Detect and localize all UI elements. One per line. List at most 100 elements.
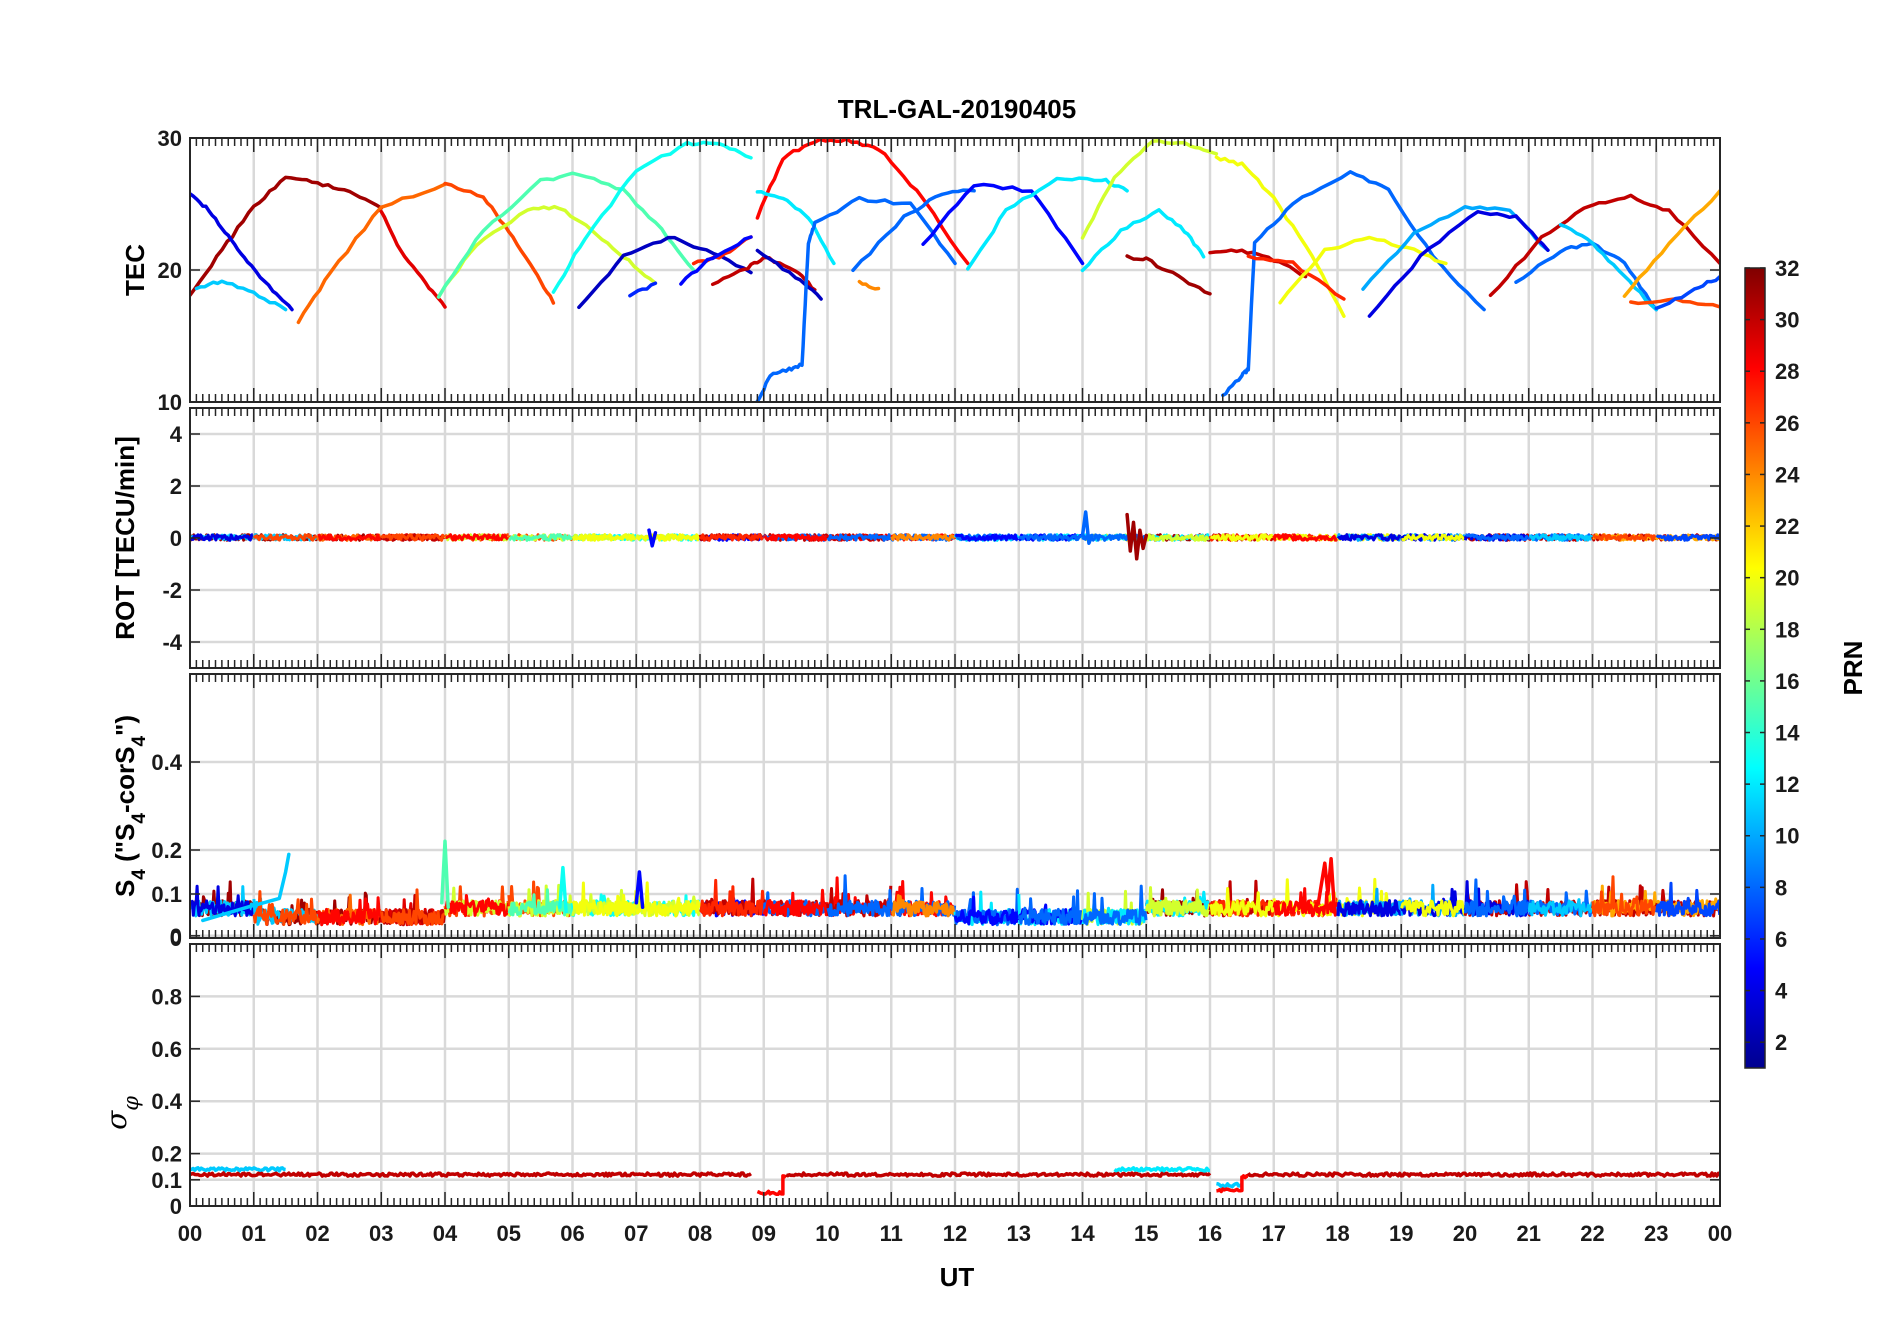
x-tick-label: 01: [242, 1221, 266, 1246]
series-tec-prn-26: [443, 181, 556, 305]
x-tick-label: 16: [1198, 1221, 1222, 1246]
y-tick-label: 0.4: [151, 750, 182, 775]
series-tec-prn-11: [1558, 223, 1659, 312]
series-tec-prn-25: [296, 182, 447, 325]
series-noise-prn-8: [1465, 533, 1529, 542]
series-noise-prn-27: [699, 533, 765, 542]
series-tec-prn-30: [710, 255, 817, 292]
series-tec-prn-31: [190, 175, 384, 297]
series-noise-prn-28: [762, 888, 829, 918]
x-tick-label: 19: [1389, 1221, 1413, 1246]
series-noise-prn-26: [1592, 533, 1657, 542]
series-noise-prn-20: [635, 533, 701, 542]
colorbar-tick-label: 28: [1775, 359, 1799, 384]
colorbar-tick-label: 30: [1775, 308, 1799, 333]
series-noise-prn-26: [252, 890, 318, 926]
series-tec-prn-24: [857, 279, 881, 291]
series-noise-prn-27: [699, 878, 765, 918]
y-tick-label: 0: [170, 924, 182, 949]
colorbar-tick-label: 26: [1775, 411, 1799, 436]
x-tick-label: 02: [305, 1221, 329, 1246]
series-noise-prn-20: [1400, 899, 1467, 918]
series-noise-prn-5: [953, 895, 1020, 926]
x-tick-label: 11: [880, 1221, 903, 1246]
series-noise-prn-7: [1655, 533, 1720, 542]
y-tick-label: -4: [162, 630, 182, 655]
series-tec-prn-8: [851, 188, 976, 273]
series-tec-prn-30: [1488, 193, 1720, 298]
series-noise-prn-28: [317, 533, 382, 542]
panel-1: 10 20 30 TEC: [120, 126, 1721, 415]
colorbar-tick-label: 22: [1775, 514, 1799, 539]
series-noise-prn-8: [826, 874, 893, 918]
series-noise-prn-20: [1210, 533, 1275, 542]
series-tec-prn-8: [755, 195, 957, 402]
x-tick-label: 14: [1070, 1221, 1095, 1246]
series-noise-prn-20: [571, 881, 638, 918]
x-tick-label: 05: [497, 1221, 521, 1246]
series-tec-prn-5: [921, 182, 1085, 266]
colorbar-tick-label: 8: [1775, 875, 1787, 900]
spike-prn-31: [1125, 512, 1149, 561]
spike-prn-5: [634, 870, 645, 909]
series-tec-prn-20: [1214, 155, 1346, 318]
y-tick-label: 0.1: [151, 882, 182, 907]
series-tec-prn-13: [551, 140, 753, 294]
series-sigma-prn-11: [190, 1166, 286, 1173]
series-noise-prn-20: [1209, 887, 1275, 918]
colorbar-tick-label: 2: [1775, 1030, 1787, 1055]
series-tec-prn-12: [1080, 208, 1206, 273]
series-tec-prn-5: [679, 235, 753, 286]
series-sigma-prn-11: [1216, 1181, 1244, 1189]
colorbar-tick-label: 6: [1775, 927, 1787, 952]
series-noise-prn-4: [190, 533, 254, 542]
x-tick-label: 00: [1708, 1221, 1732, 1246]
spike-prn-8: [1080, 510, 1094, 545]
y-tick-label: 2: [170, 474, 182, 499]
series-sigma-prn-30: [785, 1171, 1212, 1178]
series-tec-prn-8: [1221, 170, 1486, 398]
y-tick-label: 20: [158, 258, 182, 283]
series-noise-prn-8: [1527, 533, 1592, 542]
spike-prn-11: [201, 852, 291, 923]
series-noise-prn-26: [1591, 875, 1658, 918]
x-tick-label: 23: [1644, 1221, 1668, 1246]
series-noise-prn-8: [826, 533, 892, 542]
series-tec-prn-29: [379, 209, 447, 309]
series-noise-prn-19: [1145, 886, 1212, 918]
series-noise-prn-26: [252, 533, 318, 542]
series-group: [190, 138, 1720, 402]
series-noise-prn-4: [1336, 899, 1402, 918]
x-tick-label: 21: [1517, 1221, 1541, 1246]
series-noise-prn-15: [508, 533, 573, 542]
series-noise-prn-28: [445, 533, 509, 542]
series-noise-prn-11: [1528, 533, 1594, 542]
x-tick-label: 12: [943, 1221, 967, 1246]
series-noise-prn-19: [1145, 533, 1210, 542]
y-tick-label: 10: [158, 390, 182, 415]
spike-prn-13: [558, 865, 568, 914]
series-noise-prn-8: [1018, 533, 1083, 542]
colorbar-title: PRN: [1838, 641, 1868, 696]
series-noise-prn-20: [572, 533, 636, 542]
series-sigma-prn-30: [1246, 1171, 1720, 1178]
series-sigma-prn-30: [190, 1171, 752, 1178]
series-tec-prn-7: [1654, 274, 1720, 311]
y-axis-title: ROT [TECU/min]: [110, 436, 140, 640]
series-group: [190, 510, 1720, 561]
series-tec-prn-12: [755, 190, 836, 266]
colorbar-tick-label: 12: [1775, 772, 1799, 797]
y-tick-label: 0.2: [151, 838, 182, 863]
colorbar-tick-label: 10: [1775, 824, 1799, 849]
series-noise-prn-28: [763, 533, 829, 542]
y-tick-label: 0.4: [151, 1089, 182, 1114]
colorbar-tick-label: 4: [1775, 979, 1788, 1004]
series-noise-prn-26: [380, 533, 446, 542]
x-tick-label: 07: [624, 1221, 648, 1246]
series-noise-prn-26: [380, 888, 446, 927]
series-tec-prn-20: [1278, 235, 1448, 305]
series-noise-prn-4: [1336, 533, 1402, 542]
y-tick-label: 0.6: [151, 1037, 182, 1062]
